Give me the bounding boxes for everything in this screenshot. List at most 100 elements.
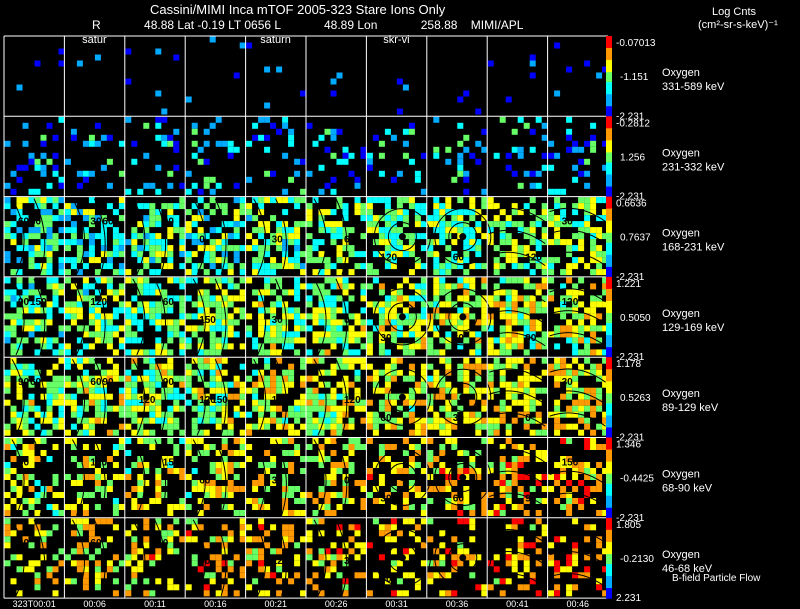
scale-mid-label: 1.256 bbox=[620, 152, 645, 163]
colorbar-segment bbox=[606, 495, 612, 499]
heatmap-cell bbox=[451, 313, 458, 320]
heatmap-cell bbox=[264, 227, 271, 234]
heatmap-cell bbox=[70, 444, 77, 450]
contour-curve bbox=[549, 368, 606, 383]
heatmap-cell bbox=[46, 405, 53, 412]
heatmap-cell bbox=[487, 363, 494, 370]
heatmap-cell bbox=[408, 429, 415, 436]
heatmap-cell bbox=[215, 536, 222, 543]
heatmap-cell bbox=[143, 307, 150, 314]
heatmap-cell bbox=[191, 423, 198, 430]
heatmap-cell bbox=[566, 269, 573, 276]
heatmap-cell bbox=[330, 405, 337, 412]
heatmap-cell bbox=[22, 140, 29, 147]
heatmap-cell bbox=[288, 468, 295, 474]
heatmap-cell bbox=[390, 319, 397, 326]
contour-curve bbox=[154, 439, 167, 516]
heatmap-cell bbox=[354, 357, 361, 364]
heatmap-cell bbox=[469, 227, 476, 234]
heatmap-cell bbox=[155, 438, 162, 444]
heatmap-cell bbox=[46, 417, 53, 424]
heatmap-cell bbox=[372, 215, 379, 222]
heatmap-cell bbox=[439, 560, 446, 567]
heatmap-cell bbox=[463, 417, 470, 424]
heatmap-cell bbox=[348, 349, 355, 356]
heatmap-cell bbox=[16, 349, 23, 356]
heatmap-cell bbox=[215, 349, 222, 356]
heatmap-cell bbox=[167, 170, 174, 177]
row-energy-label: 89-129 keV bbox=[662, 402, 719, 414]
heatmap-cell bbox=[82, 331, 89, 338]
colorbar-segment bbox=[606, 200, 612, 204]
colorbar-segment bbox=[606, 110, 612, 113]
heatmap-cell bbox=[427, 375, 434, 382]
scale-min-label: -2.231 bbox=[616, 433, 645, 444]
heatmap-cell bbox=[548, 363, 555, 370]
heatmap-cell bbox=[312, 289, 319, 296]
heatmap-cell bbox=[70, 257, 77, 264]
heatmap-cell bbox=[118, 140, 125, 147]
heatmap-cell bbox=[596, 480, 603, 486]
heatmap-cell bbox=[28, 369, 35, 376]
heatmap-cell bbox=[566, 319, 573, 326]
heatmap-cell bbox=[88, 301, 95, 308]
heatmap-cell bbox=[221, 429, 228, 436]
heatmap-cell bbox=[463, 468, 470, 474]
heatmap-cell bbox=[173, 530, 180, 537]
heatmap-cell bbox=[258, 462, 265, 468]
heatmap-cell bbox=[572, 369, 579, 376]
heatmap-cell bbox=[566, 411, 573, 418]
heatmap-cell bbox=[125, 530, 132, 537]
heatmap-cell bbox=[34, 572, 41, 579]
heatmap-cell bbox=[457, 164, 464, 171]
heatmap-cell bbox=[457, 140, 464, 147]
heatmap-cell bbox=[548, 269, 555, 276]
heatmap-cell bbox=[173, 331, 180, 338]
heatmap-cell bbox=[16, 245, 23, 252]
contour-label: 30 bbox=[18, 538, 30, 549]
heatmap-cell bbox=[318, 456, 325, 462]
heatmap-cell bbox=[578, 239, 585, 246]
heatmap-cell bbox=[554, 566, 561, 573]
heatmap-cell bbox=[402, 468, 409, 474]
heatmap-cell bbox=[16, 566, 23, 573]
heatmap-cell bbox=[457, 510, 464, 516]
heatmap-cell bbox=[22, 510, 29, 516]
colorbar-segment bbox=[606, 397, 612, 400]
heatmap-cell bbox=[517, 295, 524, 302]
heatmap-cell bbox=[282, 188, 289, 195]
heatmap-cell bbox=[64, 215, 71, 222]
heatmap-cell bbox=[112, 325, 119, 332]
heatmap-cell bbox=[529, 429, 536, 436]
heatmap-cell bbox=[602, 375, 609, 382]
contour-curve bbox=[154, 358, 167, 436]
heatmap-cell bbox=[499, 411, 506, 418]
heatmap-cell bbox=[487, 438, 494, 444]
heatmap-cell bbox=[258, 301, 265, 308]
heatmap-cell bbox=[433, 381, 440, 388]
heatmap-cell bbox=[221, 399, 228, 406]
colorbar-segment bbox=[606, 569, 612, 573]
heatmap-cell bbox=[312, 331, 319, 338]
heatmap-cell bbox=[270, 239, 277, 246]
heatmap-cell bbox=[457, 152, 464, 159]
heatmap-cell bbox=[112, 566, 119, 573]
colorbar-segment bbox=[606, 176, 612, 180]
heatmap-cell bbox=[179, 375, 186, 382]
heatmap-cell bbox=[276, 301, 283, 308]
contour-label: 30 bbox=[453, 413, 465, 424]
lt-value: 0656 bbox=[244, 18, 272, 32]
heatmap-cell bbox=[499, 417, 506, 424]
heatmap-cell bbox=[330, 128, 337, 135]
heatmap-cell bbox=[282, 239, 289, 246]
heatmap-cell bbox=[306, 554, 313, 561]
heatmap-cell bbox=[58, 423, 65, 430]
heatmap-cell bbox=[185, 269, 192, 276]
colorbar-segment bbox=[606, 309, 612, 312]
heatmap-cell bbox=[384, 399, 391, 406]
heatmap-cell bbox=[294, 399, 301, 406]
heatmap-cell bbox=[203, 215, 210, 222]
heatmap-cell bbox=[94, 215, 101, 222]
colorbar-segment bbox=[606, 481, 612, 485]
heatmap-cell bbox=[463, 518, 470, 525]
